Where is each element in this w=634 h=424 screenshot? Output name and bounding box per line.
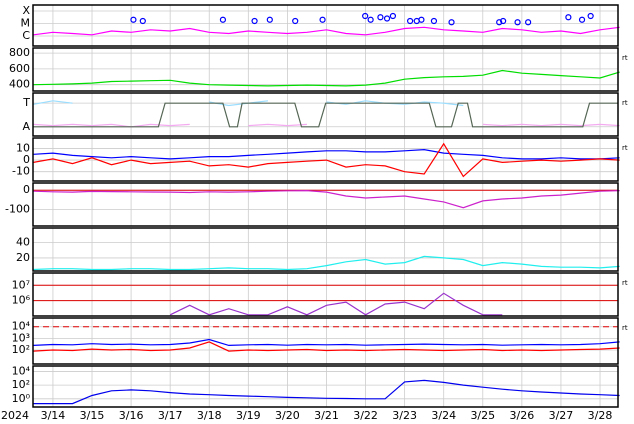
- x-tick-label: 3/28: [588, 409, 613, 422]
- flare-marker: [448, 19, 455, 26]
- right-label: rt: [622, 54, 628, 62]
- flare-marker: [319, 16, 326, 23]
- panel-frame: [32, 137, 619, 182]
- y-tick-label: X: [22, 4, 30, 17]
- panel-frame: [32, 92, 619, 137]
- y-tick-label: 400: [9, 78, 30, 91]
- y-tick-label: 10²: [12, 343, 30, 356]
- series-line: [33, 123, 620, 128]
- y-tick-label: M: [21, 17, 31, 30]
- flare-marker: [578, 16, 586, 23]
- right-label: rt: [622, 279, 628, 287]
- flare-marker: [525, 19, 532, 26]
- y-tick-label: 0: [23, 183, 30, 196]
- flare-marker: [500, 17, 507, 25]
- flare-marker: [130, 16, 137, 23]
- x-tick-label: 3/22: [353, 409, 378, 422]
- series-line: [33, 148, 620, 160]
- series-line: [33, 142, 620, 178]
- y-tick-label: -10: [12, 165, 30, 178]
- y-tick-label: 10⁴: [12, 364, 31, 377]
- x-tick-label: 3/23: [392, 409, 417, 422]
- series-line: [33, 379, 620, 405]
- flare-marker: [266, 16, 273, 23]
- y-tick-label: 10²: [12, 378, 30, 391]
- x-tick-label: 3/15: [80, 409, 105, 422]
- series-line: [33, 26, 620, 36]
- series-line: [33, 255, 620, 271]
- flare-marker: [251, 17, 258, 25]
- x-tick-label: 3/25: [470, 409, 495, 422]
- flare-marker: [367, 16, 374, 23]
- panel-frame: [32, 182, 619, 227]
- y-tick-label: 10⁴: [12, 320, 31, 333]
- right-label: rt: [622, 324, 628, 332]
- flare-marker: [430, 17, 438, 25]
- panel-frame: [32, 317, 619, 365]
- flare-marker: [496, 19, 503, 26]
- flare-marker: [407, 17, 414, 25]
- flare-marker: [389, 12, 397, 20]
- y-tick-label: C: [22, 29, 30, 42]
- panel-frame: [32, 4, 619, 47]
- flare-marker: [514, 19, 521, 26]
- y-tick-label: 10³: [12, 331, 30, 344]
- panel-frame: [32, 227, 619, 272]
- flare-marker: [362, 12, 369, 20]
- right-label: rt: [622, 99, 628, 107]
- series-line: [169, 292, 503, 316]
- y-tick-label: 40: [16, 236, 30, 249]
- y-tick-label: 800: [9, 46, 30, 59]
- flare-marker: [383, 15, 391, 22]
- y-tick-label: T: [22, 96, 30, 109]
- y-tick-label: 10⁶: [12, 294, 31, 307]
- right-label: rt: [622, 144, 628, 152]
- x-tick-label: 3/26: [510, 409, 535, 422]
- flare-marker: [139, 17, 146, 25]
- series-line: [33, 341, 620, 352]
- y-tick-label: 0: [23, 153, 30, 166]
- panel-frame: [32, 272, 619, 317]
- x-tick-label: 3/24: [431, 409, 456, 422]
- y-tick-label: A: [22, 120, 30, 133]
- x-tick-label: 3/20: [275, 409, 300, 422]
- series-line: [33, 69, 620, 87]
- x-tick-label: 3/27: [549, 409, 574, 422]
- flare-marker: [418, 16, 425, 23]
- x-tick-label: 3/17: [158, 409, 183, 422]
- panel-frame: [32, 365, 619, 408]
- x-tick-label: 3/19: [236, 409, 261, 422]
- panel-frame: [32, 47, 619, 92]
- y-tick-label: 10: [16, 141, 30, 154]
- flare-marker: [377, 14, 384, 21]
- flare-marker: [219, 16, 227, 23]
- series-line: [33, 189, 620, 209]
- flare-marker: [587, 12, 594, 20]
- flare-marker: [565, 14, 572, 21]
- series-line: [33, 102, 618, 128]
- x-tick-label: 3/16: [119, 409, 144, 422]
- x-tick-label: 3/14: [41, 409, 66, 422]
- x-tick-label: 3/21: [314, 409, 339, 422]
- y-tick-label: 20: [16, 251, 30, 264]
- year-label: 2024: [1, 409, 29, 422]
- y-tick-label: 10⁷: [12, 278, 30, 291]
- flare-marker: [292, 17, 299, 25]
- y-tick-label: -100: [5, 203, 30, 216]
- series-line: [33, 338, 620, 347]
- y-tick-label: 600: [9, 62, 30, 75]
- y-tick-label: 10⁰: [12, 392, 31, 405]
- x-tick-label: 3/18: [197, 409, 222, 422]
